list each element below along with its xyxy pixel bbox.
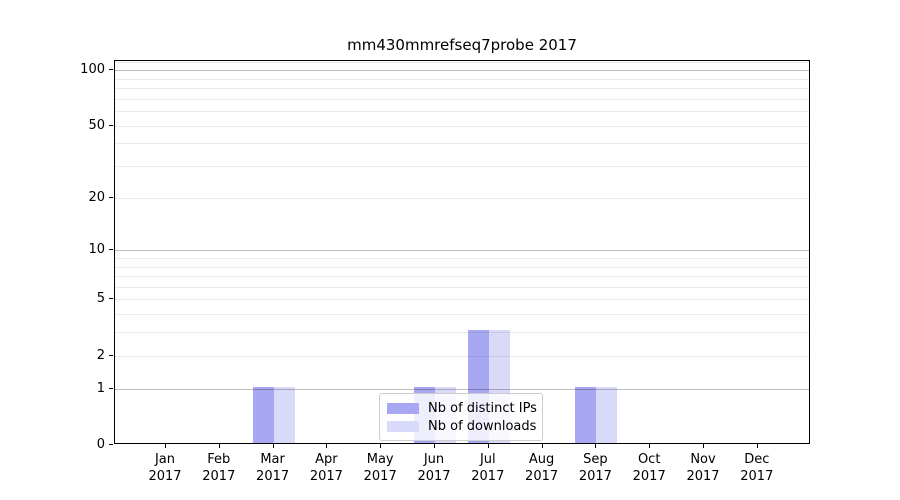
x-tick-month: Jul <box>479 452 496 467</box>
minor-gridline-7 <box>115 276 809 278</box>
minor-gridline-5 <box>115 299 809 301</box>
y-tick-label-50: 50 <box>88 117 105 133</box>
x-tick-month: Mar <box>260 452 285 467</box>
minor-gridline-20 <box>115 197 809 199</box>
major-gridline-10 <box>115 250 809 252</box>
x-tick-label-mar: Mar 2017 <box>243 451 303 485</box>
minor-gridline-60 <box>115 111 809 113</box>
x-tick-year: 2017 <box>471 469 505 484</box>
x-tick-year: 2017 <box>578 469 612 484</box>
x-tick-label-oct: Oct 2017 <box>619 451 679 485</box>
legend: Nb of distinct IPs Nb of downloads <box>379 393 543 441</box>
legend-item-distinct-ips: Nb of distinct IPs <box>387 399 537 417</box>
minor-gridline-6 <box>115 286 809 288</box>
y-tick-label-0: 0 <box>96 437 105 452</box>
y-tick-label-10: 10 <box>88 242 105 258</box>
major-gridline-1 <box>115 388 809 390</box>
x-tick-oct <box>649 444 651 448</box>
bar-downloads-mar <box>273 386 295 443</box>
x-tick-month: Oct <box>637 452 661 467</box>
x-tick-year: 2017 <box>632 469 666 484</box>
x-tick-label-may: May 2017 <box>350 451 410 485</box>
y-tick-label-1: 1 <box>96 380 105 396</box>
minor-gridline-3 <box>115 332 809 334</box>
x-tick-dec <box>756 444 758 448</box>
minor-gridline-50 <box>115 125 809 127</box>
x-tick-month: Dec <box>744 452 770 467</box>
bar-distinct-ips-mar <box>252 386 274 443</box>
chart-title: mm430mmrefseq7probe 2017 <box>347 36 577 54</box>
x-tick-year: 2017 <box>256 469 290 484</box>
bar-downloads-sep <box>596 386 618 443</box>
x-tick-aug <box>541 444 543 448</box>
x-tick-month: Jan <box>154 452 176 467</box>
x-tick-year: 2017 <box>740 469 774 484</box>
x-tick-label-jan: Jan 2017 <box>135 451 195 485</box>
bar-distinct-ips-sep <box>575 386 597 443</box>
y-tick-20 <box>109 196 113 198</box>
x-tick-year: 2017 <box>148 469 182 484</box>
x-tick-month: Apr <box>315 452 338 467</box>
x-tick-label-nov: Nov 2017 <box>673 451 733 485</box>
x-tick-label-feb: Feb 2017 <box>189 451 249 485</box>
legend-swatch-downloads <box>387 420 419 432</box>
y-tick-100 <box>109 69 113 71</box>
x-tick-year: 2017 <box>202 469 236 484</box>
y-tick-5 <box>109 298 113 300</box>
x-tick-label-aug: Aug 2017 <box>512 451 572 485</box>
x-tick-month: May <box>366 452 394 467</box>
x-tick-label-jul: Jul 2017 <box>458 451 518 485</box>
minor-gridline-80 <box>115 88 809 90</box>
x-tick-jan <box>165 444 166 448</box>
x-tick-month: Sep <box>583 452 608 467</box>
x-tick-label-jun: Jun 2017 <box>404 451 464 485</box>
minor-gridline-9 <box>115 257 809 259</box>
y-tick-label-20: 20 <box>88 189 105 205</box>
x-tick-nov <box>703 444 704 448</box>
x-tick-year: 2017 <box>417 469 451 484</box>
x-tick-sep <box>595 444 597 448</box>
plot-area: Nb of distinct IPs Nb of downloads <box>114 60 810 444</box>
x-tick-may <box>380 444 382 448</box>
minor-gridline-90 <box>115 78 809 80</box>
y-tick-10 <box>109 249 113 251</box>
minor-gridline-30 <box>115 166 809 168</box>
x-tick-month: Feb <box>207 452 231 467</box>
y-tick-50 <box>109 124 113 126</box>
minor-gridline-4 <box>115 314 809 316</box>
legend-label: Nb of downloads <box>428 418 537 434</box>
legend-item-downloads: Nb of downloads <box>387 417 537 435</box>
grid-layer <box>115 61 809 443</box>
x-tick-month: Nov <box>690 452 716 467</box>
y-tick-2 <box>109 354 113 356</box>
legend-swatch-distinct-ips <box>387 402 419 414</box>
x-tick-year: 2017 <box>686 469 720 484</box>
x-tick-label-apr: Apr 2017 <box>296 451 356 485</box>
y-tick-label-5: 5 <box>96 291 105 307</box>
x-tick-feb <box>218 444 220 448</box>
y-tick-0 <box>109 444 113 445</box>
x-tick-year: 2017 <box>309 469 343 484</box>
x-tick-year: 2017 <box>525 469 559 484</box>
minor-gridline-8 <box>115 266 809 268</box>
minor-gridline-110 <box>115 62 809 64</box>
y-tick-1 <box>109 387 113 389</box>
y-tick-label-2: 2 <box>96 347 105 363</box>
x-tick-mar <box>272 444 274 448</box>
major-gridline-100 <box>115 70 809 72</box>
x-tick-apr <box>326 444 328 448</box>
x-tick-month: Jun <box>423 452 445 467</box>
legend-label: Nb of distinct IPs <box>428 400 537 416</box>
x-tick-label-sep: Sep 2017 <box>565 451 625 485</box>
x-tick-label-dec: Dec 2017 <box>727 451 787 485</box>
x-tick-jul <box>487 444 489 448</box>
minor-gridline-2 <box>115 355 809 357</box>
y-tick-label-100: 100 <box>80 62 105 78</box>
minor-gridline-40 <box>115 143 809 145</box>
x-tick-jun <box>434 444 435 448</box>
minor-gridline-70 <box>115 98 809 100</box>
x-tick-month: Aug <box>528 452 555 467</box>
x-tick-year: 2017 <box>363 469 397 484</box>
